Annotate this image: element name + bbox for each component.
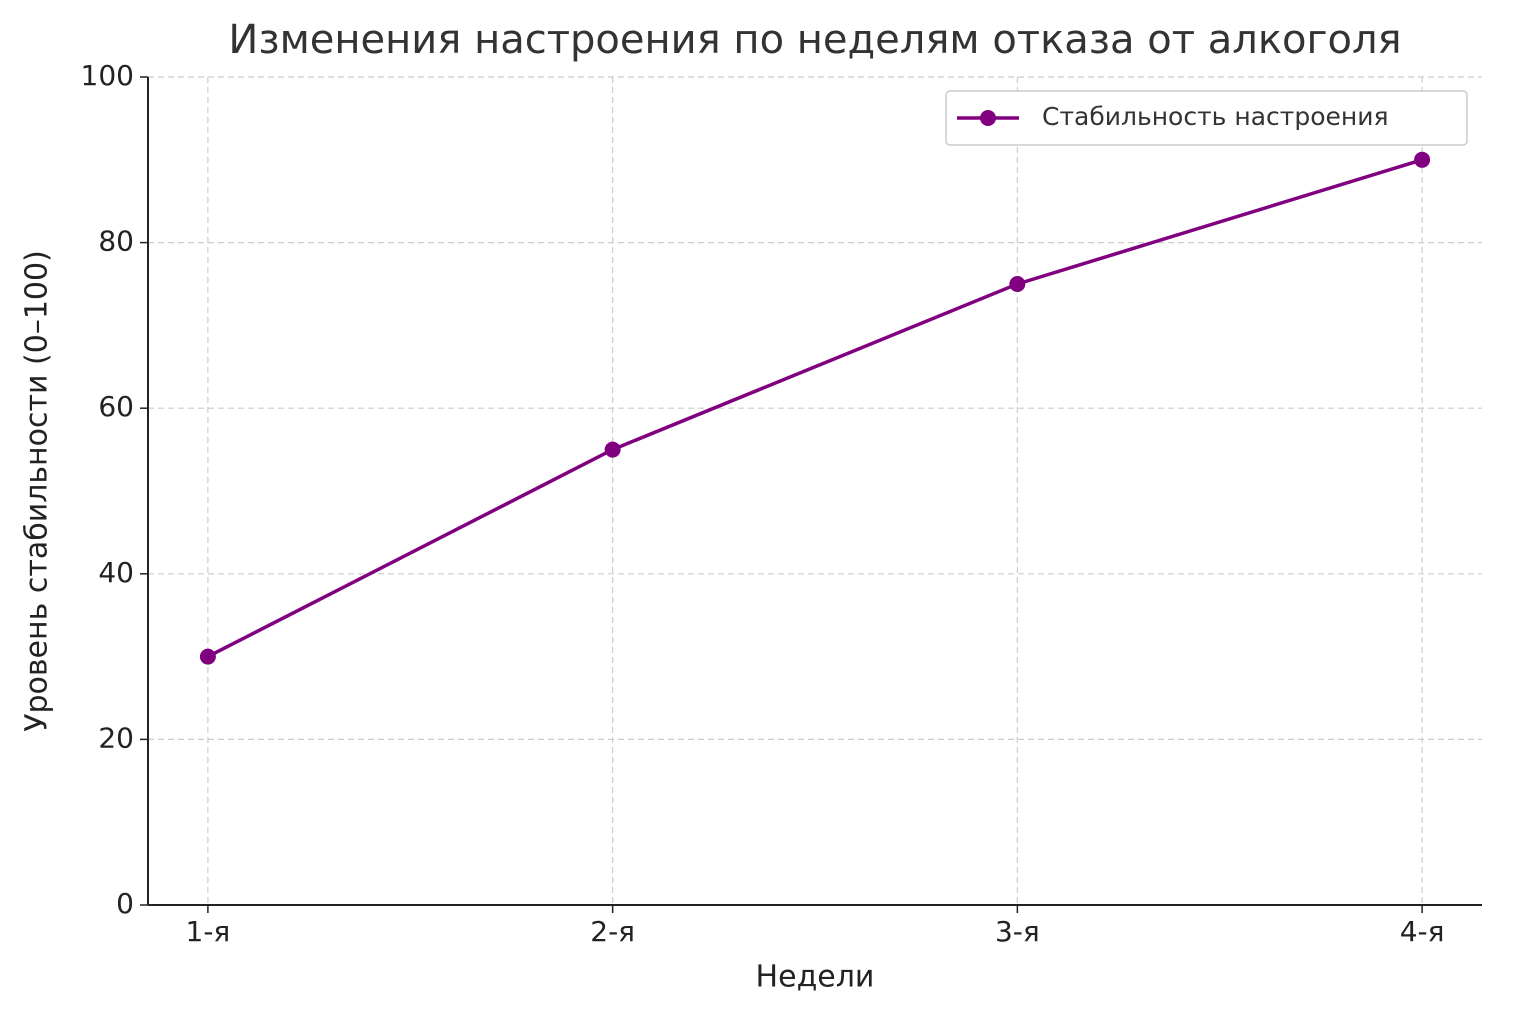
y-tick-label: 0	[116, 887, 134, 920]
x-tick-label: 1-я	[186, 915, 231, 948]
x-tick-label: 3-я	[995, 915, 1040, 948]
y-tick-label: 60	[98, 390, 134, 423]
data-point	[1009, 276, 1026, 292]
data-point	[199, 648, 216, 665]
y-tick-label: 80	[98, 225, 134, 258]
data-line	[207, 158, 1423, 659]
legend-marker	[980, 110, 996, 126]
x-axis-label: Недели	[756, 960, 875, 995]
x-tick-label: 2-я	[590, 915, 635, 948]
y-tick-label: 100	[81, 59, 134, 92]
legend-box	[945, 90, 1468, 146]
data-point	[1414, 151, 1431, 168]
y-tick-label: 40	[98, 556, 134, 589]
legend-label: Стабильность настроения	[1042, 102, 1389, 131]
x-tick-label: 4-я	[1400, 915, 1445, 948]
y-axis-label: Уровень стабильности (0–100)	[20, 250, 55, 732]
y-tick-label: 20	[98, 721, 134, 754]
data-point	[604, 441, 621, 458]
chart-title: Изменения настроения по неделям отказа о…	[228, 17, 1401, 63]
